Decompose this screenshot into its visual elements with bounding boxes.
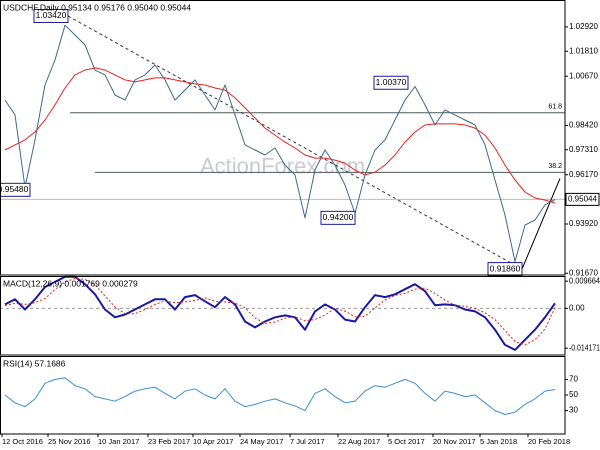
y-tick-label: -0.014171 (569, 343, 600, 352)
y-tick-label: 1.01810 (569, 46, 598, 55)
x-tick-label: 20 Nov 2017 (433, 437, 476, 446)
panel-title: MACD(12,26,9) 0.001769 0.000279 (3, 278, 138, 288)
price-annotation-box (33, 8, 69, 23)
y-tick-label: 0.97310 (569, 145, 598, 154)
series-line (4, 67, 556, 204)
y-tick-label: 1.00670 (569, 71, 598, 80)
panel-frame (0, 0, 566, 276)
trendline (67, 15, 523, 270)
price-annotation: 0.95480 (0, 184, 29, 194)
y-tick-label: 0.98420 (569, 121, 598, 130)
y-tick-label: 50 (569, 390, 578, 399)
y-tick-label: 70 (569, 375, 578, 384)
x-tick-label: 7 Jul 2017 (290, 437, 325, 446)
price-annotation-box (0, 182, 31, 197)
current-price-box (565, 192, 600, 206)
x-tick-label: 25 Nov 2016 (48, 437, 91, 446)
y-tick-label: 1.02920 (569, 22, 598, 31)
y-tick-label: 0.93920 (569, 219, 598, 228)
y-tick-label: 0.009664 (569, 276, 600, 285)
x-tick-label: 10 Jan 2017 (98, 437, 139, 446)
x-tick-label: 23 Feb 2017 (148, 437, 190, 446)
y-tick-label: 30 (569, 406, 578, 415)
price-annotation: 1.00370 (376, 77, 407, 87)
x-tick-label: 10 Apr 2017 (193, 437, 233, 446)
price-annotation: 0.91860 (490, 263, 521, 273)
y-tick-label: 0.91670 (569, 268, 598, 277)
x-tick-label: 24 May 2017 (240, 437, 283, 446)
price-annotation: 1.03420 (36, 10, 67, 20)
y-tick-label: 0.96170 (569, 170, 598, 179)
price-annotation: 0.94200 (323, 212, 354, 222)
current-price-label: 0.95044 (568, 194, 597, 203)
x-tick-label: 5 Oct 2017 (388, 437, 425, 446)
panel-frame (0, 276, 566, 356)
x-tick-label: 5 Jan 2018 (480, 437, 517, 446)
series-line (4, 275, 556, 351)
x-tick-label: 20 Feb 2018 (528, 437, 570, 446)
series-line (4, 278, 556, 346)
fib-label: 38.2 (548, 163, 562, 170)
series-line (4, 24, 556, 263)
price-annotation-box (320, 210, 356, 225)
trendline (521, 178, 561, 270)
panel-title: RSI(14) 57.1686 (3, 358, 66, 368)
x-tick-label: 12 Oct 2016 (2, 437, 43, 446)
price-annotation-box (487, 262, 523, 277)
y-tick-label: 0.00 (569, 303, 585, 312)
price-annotation-box (373, 75, 409, 90)
fib-label: 61.8 (548, 104, 562, 111)
series-line (4, 377, 556, 415)
panel-title: USDCHF,Daily 0.95134 0.95176 0.95040 0.9… (3, 2, 191, 12)
x-tick-label: 22 Aug 2017 (338, 437, 380, 446)
